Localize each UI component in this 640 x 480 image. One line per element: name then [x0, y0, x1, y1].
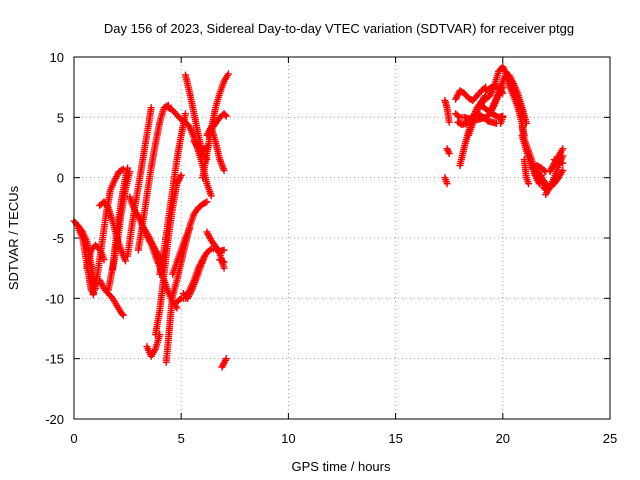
x-tick-label: 0 — [70, 431, 77, 446]
data-markers — [70, 63, 567, 371]
data-point — [176, 296, 184, 304]
data-point — [454, 112, 462, 120]
x-tick-label: 25 — [603, 431, 617, 446]
data-point — [119, 311, 127, 319]
y-tick-label: 5 — [57, 110, 64, 125]
y-tick-label: -15 — [45, 352, 64, 367]
axis-ticks: 0 5 10 15 20 25 -20 -15 -10 -5 0 5 10 — [45, 50, 617, 446]
data-point — [559, 166, 567, 174]
data-point — [559, 159, 567, 167]
data-point — [181, 110, 189, 118]
plot-frame — [73, 56, 611, 420]
x-tick-label: 10 — [281, 431, 295, 446]
data-point — [444, 148, 452, 156]
y-tick-label: -10 — [45, 291, 64, 306]
data-point — [525, 180, 533, 188]
data-point — [201, 252, 209, 260]
y-tick-label: -20 — [45, 412, 64, 427]
x-tick-label: 15 — [388, 431, 402, 446]
data-point — [224, 70, 232, 78]
data-point — [203, 198, 211, 206]
data-point — [219, 257, 227, 265]
data-point — [177, 171, 185, 179]
data-point — [559, 145, 567, 153]
data-point — [222, 112, 230, 120]
data-point — [540, 166, 548, 174]
data-point — [206, 246, 214, 254]
y-axis-label: SDTVAR / TECUs — [6, 185, 21, 290]
data-point — [222, 355, 230, 363]
data-point — [220, 246, 228, 254]
x-tick-label: 20 — [496, 431, 510, 446]
data-point — [220, 166, 228, 174]
chart-title: Day 156 of 2023, Sidereal Day-to-day VTE… — [104, 21, 574, 36]
data-point — [443, 145, 451, 153]
data-point — [443, 180, 451, 188]
y-tick-label: -5 — [52, 231, 64, 246]
data-point — [186, 224, 194, 232]
x-tick-label: 5 — [178, 431, 185, 446]
data-point — [445, 118, 453, 126]
data-point — [220, 264, 228, 272]
data-point — [207, 192, 215, 200]
x-axis-label: GPS time / hours — [292, 459, 391, 474]
data-point — [121, 257, 129, 265]
data-point — [147, 104, 155, 112]
data-point — [124, 164, 132, 172]
y-tick-label: 10 — [50, 50, 64, 65]
data-point — [201, 199, 209, 207]
data-point — [126, 168, 134, 176]
data-point — [220, 258, 228, 266]
data-point — [118, 310, 126, 318]
y-tick-label: 0 — [57, 171, 64, 186]
grid-lines — [74, 57, 610, 419]
data-point — [499, 113, 507, 121]
data-point — [444, 146, 452, 154]
data-point — [221, 111, 229, 119]
data-point — [445, 150, 453, 158]
